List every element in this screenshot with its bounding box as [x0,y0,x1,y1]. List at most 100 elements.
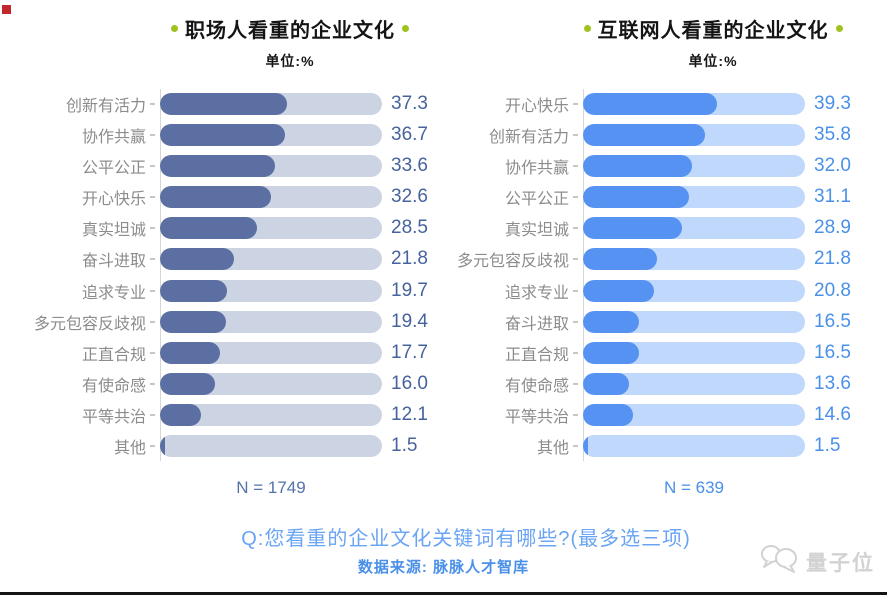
bar-fill [160,372,215,395]
category-label: 真实坦诚 [504,222,569,240]
value-label: 17.7 [391,341,428,363]
chart-title: 互联网人看重的企业文化 [533,14,887,43]
bar-track [160,279,382,302]
bar-fill [583,92,718,115]
axis-tick-mark [573,227,578,230]
bar-fill [583,404,633,427]
bar-row: 平等共治 14.6 [444,400,887,431]
axis-tick-mark [573,320,578,323]
axis-tick-mark [573,258,578,261]
axis-tick-mark [150,414,155,417]
bar-track [160,217,382,240]
category-label: 正直合规 [504,346,569,364]
category-label: 追求专业 [81,284,146,302]
bar-fill [160,186,272,209]
value-label: 16.5 [814,341,851,363]
axis-tick-mark [573,102,578,105]
bar-fill [583,123,706,146]
y-axis-line [160,89,161,461]
chart-title-text: 互联网人看重的企业文化 [597,20,829,42]
bar-track [583,279,805,302]
bar-row: 平等共治 12.1 [0,400,443,431]
axis-tick-mark [573,414,578,417]
bar-row: 协作共赢 32.0 [444,150,887,181]
bar-track [160,248,382,271]
bar-track [583,372,805,395]
y-axis-line [583,89,584,461]
bar-row: 创新有活力 35.8 [444,119,887,150]
value-label: 1.5 [391,435,418,457]
bar-row: 多元包容反歧视 19.4 [0,306,443,337]
watermark-text: 量子位 [806,552,875,575]
value-label: 13.6 [814,372,851,394]
bar-row: 有使命感 13.6 [444,368,887,399]
title-dot-icon [583,25,591,32]
title-dot-icon [402,25,409,32]
chart-header: 互联网人看重的企业文化 单位:% [533,14,887,71]
value-label: 19.7 [391,279,428,301]
value-label: 31.1 [814,186,851,208]
bar-track [583,186,805,209]
axis-tick-mark [150,196,155,199]
bar-track [160,186,382,209]
axis-tick-mark [150,102,155,105]
bar-fill [160,217,258,240]
chart-title: 职场人看重的企业文化 [110,14,470,43]
bar-fill [583,279,655,302]
value-label: 28.9 [814,217,851,239]
value-label: 39.3 [814,92,851,114]
axis-tick-mark [150,227,155,230]
bar-track [583,92,805,115]
value-label: 14.6 [814,404,851,426]
value-label: 35.8 [814,123,851,145]
value-label: 32.6 [391,186,428,208]
category-label: 正直合规 [81,346,146,364]
title-dot-icon [835,25,843,32]
value-label: 21.8 [391,248,428,270]
axis-tick-mark [150,320,155,323]
category-label: 公平公正 [81,159,146,177]
chat-bubbles-icon [759,543,801,581]
bar-fill [583,310,640,333]
axis-tick-mark [573,289,578,292]
sample-size-label: N = 1749 [236,478,306,497]
bar-fill [160,123,286,146]
category-label: 奋斗进取 [504,315,569,333]
axis-tick-mark [573,445,578,448]
bar-row: 其他 1.5 [0,431,443,462]
bar-fill [160,279,228,302]
category-label: 多元包容反歧视 [456,253,569,271]
bar-track [160,92,382,115]
axis-tick-mark [150,289,155,292]
bar-track [160,123,382,146]
bar-row: 创新有活力 37.3 [0,88,443,119]
category-label: 开心快乐 [81,191,146,209]
category-label: 追求专业 [504,284,569,302]
value-label: 16.0 [391,372,428,394]
value-label: 33.6 [391,154,428,176]
axis-tick-mark [150,258,155,261]
category-label: 其他 [536,440,569,458]
bar-row: 追求专业 19.7 [0,275,443,306]
axis-tick-mark [573,133,578,136]
bar-row: 协作共赢 36.7 [0,119,443,150]
bar-track [583,435,805,458]
bar-fill [583,248,658,271]
bar-track [160,310,382,333]
bar-row: 奋斗进取 21.8 [0,244,443,275]
bar-fill [160,435,166,458]
bar-row: 多元包容反歧视 21.8 [444,244,887,275]
bar-track [160,341,382,364]
axis-tick-mark [573,351,578,354]
bar-fill [583,154,693,177]
category-label: 平等共治 [504,409,569,427]
value-label: 19.4 [391,310,428,332]
bar-track [160,404,382,427]
value-label: 1.5 [814,435,841,457]
chart-workplace-culture: 职场人看重的企业文化 单位:% 创新有活力 37.3 协作共赢 36.7 公平公… [0,0,443,515]
bar-fill [583,186,690,209]
category-label: 公平公正 [504,191,569,209]
red-marker [2,5,11,14]
bar-track [160,372,382,395]
category-label: 创新有活力 [488,128,569,146]
